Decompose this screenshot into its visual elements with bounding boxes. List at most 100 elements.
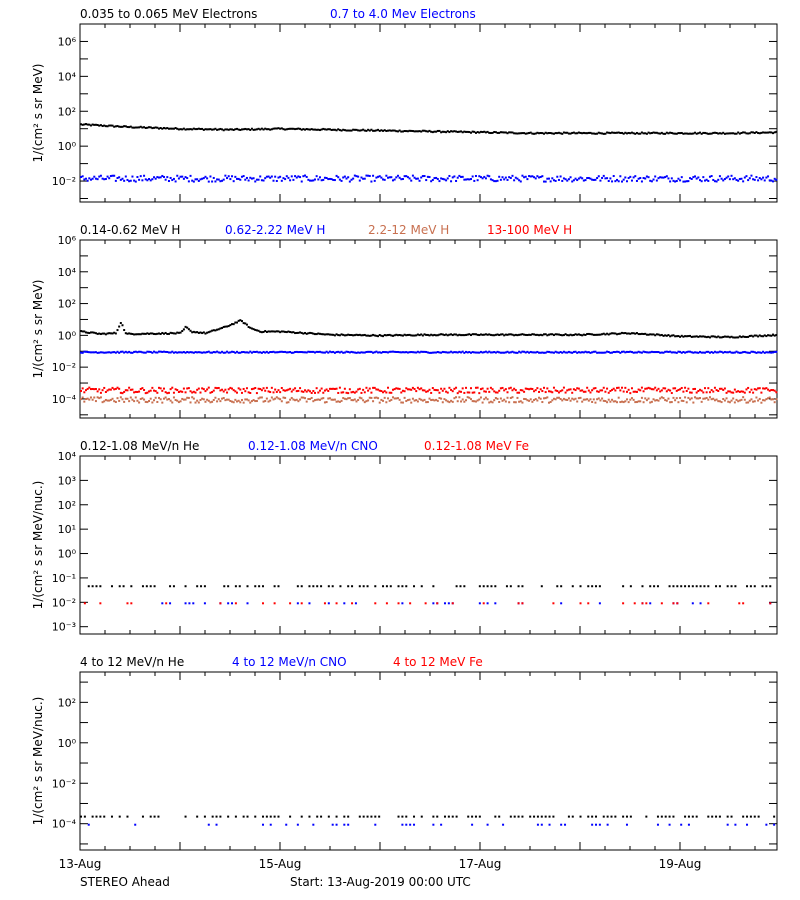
data-point [645,399,648,402]
data-point [654,386,657,389]
data-point [103,332,106,335]
data-point [489,178,492,181]
data-point [521,815,524,818]
data-point [164,396,167,399]
data-point [511,333,514,336]
data-point [703,179,706,182]
data-point [375,350,378,353]
data-point [629,392,632,395]
data-point [556,585,559,588]
data-point [267,330,270,333]
data-point [96,396,99,399]
data-point [323,389,326,392]
data-point [622,585,625,588]
data-point [723,335,726,338]
data-point [749,815,752,818]
data-point [606,823,609,826]
data-point [547,390,550,393]
data-point [335,815,338,818]
data-point [637,132,640,135]
data-point [504,333,507,336]
data-point [591,585,594,588]
data-point [436,334,439,337]
data-point [290,331,293,334]
data-point [612,400,615,403]
data-point [227,325,230,328]
data-point [637,400,640,403]
data-point [691,815,694,818]
data-point [302,351,305,354]
data-point [552,602,555,605]
data-point [126,332,129,335]
y-tick-label: 10² [58,298,76,311]
data-point [416,386,419,389]
data-point [508,333,511,336]
data-point [675,335,678,338]
data-point [552,386,555,389]
data-point [459,585,462,588]
data-point [494,131,497,134]
data-point [435,334,438,337]
data-point [421,175,424,178]
data-point [488,390,491,393]
data-point [201,351,204,354]
data-point [347,815,350,818]
data-point [295,350,298,353]
data-point [111,351,114,354]
data-point [226,398,229,401]
data-point [316,815,319,818]
data-point [456,130,459,133]
data-point [438,333,441,336]
data-point [161,174,164,177]
data-point [305,390,308,393]
data-point [526,132,529,135]
data-point [762,335,765,338]
data-point [299,398,302,401]
data-point [662,176,665,179]
data-point [645,602,648,605]
data-point [297,351,300,354]
data-point [284,396,287,399]
data-point [469,351,472,354]
data-point [723,178,726,181]
data-point [139,333,142,336]
data-point [99,585,102,588]
data-point [405,815,408,818]
data-point [541,351,544,354]
data-point [521,174,524,177]
data-point [390,176,393,179]
data-point [450,130,453,133]
data-point [697,335,700,338]
data-point [647,386,650,389]
data-point [372,400,375,403]
data-point [735,390,738,393]
data-point [732,351,735,354]
data-point [755,351,758,354]
data-point [486,398,489,401]
data-point [614,389,617,392]
data-point [207,331,210,334]
data-point [732,132,735,135]
data-point [93,331,96,334]
data-point [156,351,159,354]
data-point [172,177,175,180]
data-point [255,329,258,332]
data-point [491,179,494,182]
data-point [219,602,222,605]
data-point [418,397,421,400]
data-point [302,175,305,178]
data-point [637,333,640,336]
data-point [597,175,600,178]
data-point [753,388,756,391]
data-point [317,128,320,131]
data-point [247,351,250,354]
data-point [171,332,174,335]
data-point [139,397,142,400]
data-point [632,398,635,401]
data-point [425,179,428,182]
data-point [106,332,109,335]
data-point [282,177,285,180]
data-point [670,351,673,354]
data-point [478,351,481,354]
data-point [697,397,700,400]
